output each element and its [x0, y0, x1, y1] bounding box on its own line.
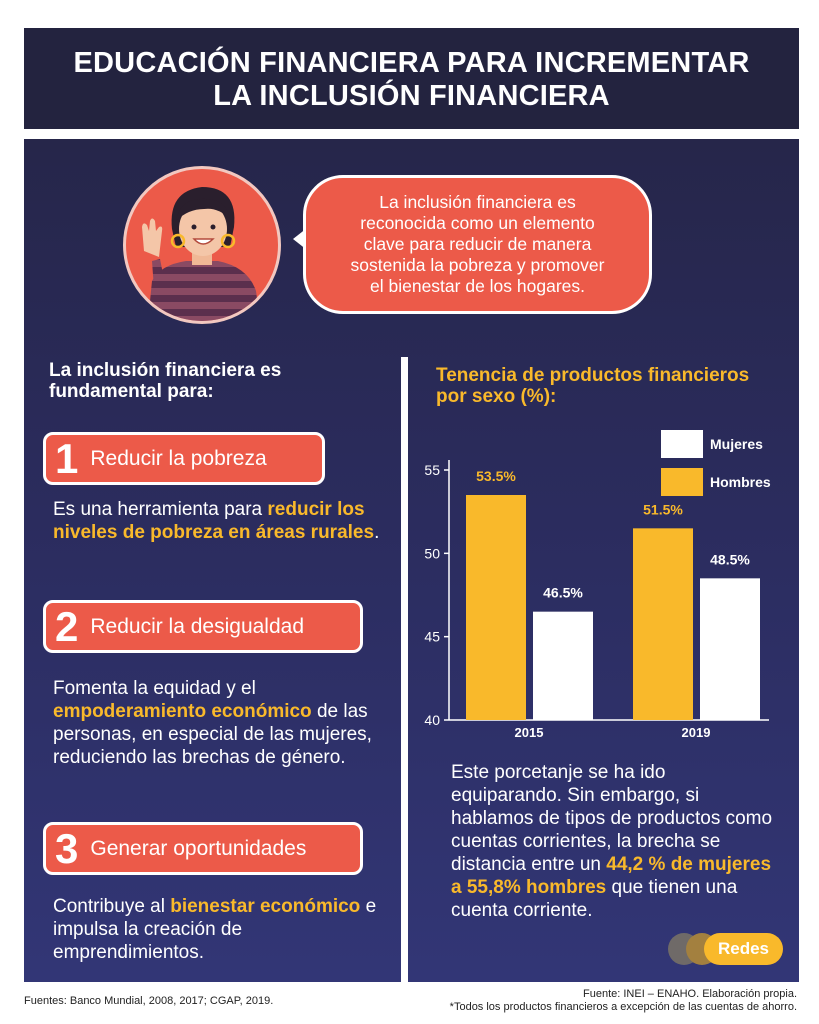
x-tick-label: 2019: [682, 725, 711, 740]
page-title-line-1: EDUCACIÓN FINANCIERA PARA INCREMENTAR: [73, 47, 750, 79]
chart-title-line-2: por sexo (%):: [436, 386, 557, 407]
intro-heading: La inclusión financiera es fundamental p…: [49, 360, 379, 402]
data-label: 48.5%: [710, 551, 750, 567]
data-label: 53.5%: [476, 468, 516, 484]
bubble-line: clave para reducir de manera: [363, 234, 592, 254]
legend-swatch-mujeres: [661, 430, 703, 458]
bubble-line: reconocida como un elemento: [360, 213, 595, 233]
point-2-number: 2: [55, 602, 79, 650]
bubble-line: el bienestar de los hogares.: [370, 276, 585, 296]
bar-chart: 40 45 50 55 53.5% 46.5% 2015 51.5% 48.5% 2019 Muje…: [424, 430, 771, 740]
y-tick-label: 55: [424, 462, 440, 478]
bar-hombres-2015: [466, 495, 526, 720]
bubble-line: sostenida la pobreza y promover: [350, 255, 605, 275]
point-2-text-end: de las personas, en especial de las muje…: [53, 701, 372, 768]
data-label: 51.5%: [643, 501, 683, 517]
intro-line-2: fundamental para:: [49, 381, 214, 402]
data-label: 46.5%: [543, 585, 583, 601]
chart-note-highlight: 44,2 % de mujeres a 55,8% hombres: [451, 854, 772, 898]
y-tick-label: 40: [424, 712, 440, 728]
intro-line-1: La inclusión financiera es: [49, 360, 282, 381]
y-tick-label: 50: [424, 545, 440, 561]
bar-hombres-2019: [633, 528, 693, 720]
point-1-description: Es una herramienta para reducir los nive…: [53, 498, 383, 544]
y-tick-label: 45: [424, 629, 440, 645]
point-3-highlight: bienestar económico: [170, 896, 361, 917]
sources-right: Fuente: INEI – ENAHO. Elaboración propia…: [450, 988, 797, 1014]
point-1-pill: 1 Reducir la pobreza: [43, 432, 325, 485]
source-line: Fuente: INEI – ENAHO. Elaboración propia…: [583, 988, 797, 1000]
chart-note-text-end: que tienen una cuenta corriente.: [451, 877, 738, 921]
legend-label-hombres: Hombres: [710, 474, 771, 490]
point-1-number: 1: [55, 434, 79, 482]
chart-note: Este porcetanje se ha ido equiparando. S…: [451, 761, 781, 922]
point-3-number: 3: [55, 824, 79, 872]
bar-mujeres-2015: [533, 611, 593, 720]
bubble-line: La inclusión financiera es: [379, 192, 576, 212]
sources-left: Fuentes: Banco Mundial, 2008, 2017; CGAP…: [24, 995, 274, 1007]
legend-swatch-hombres: [661, 468, 703, 496]
x-tick-label: 2015: [515, 725, 544, 740]
header: EDUCACIÓN FINANCIERA PARA INCREMENTAR LA…: [24, 28, 799, 129]
speech-bubble: La inclusión financiera es reconocida co…: [303, 175, 652, 314]
chart-title-line-1: Tenencia de productos financieros: [436, 365, 750, 386]
point-1-text: Es una herramienta para: [53, 499, 268, 520]
source-line: *Todos los productos financieros a excep…: [449, 1001, 797, 1013]
point-3-description: Contribuye al bienestar económico e impu…: [53, 895, 383, 964]
point-1-label: Reducir la pobreza: [90, 447, 267, 470]
point-2-text: Fomenta la equidad y el: [53, 678, 256, 699]
woman-waving-icon: [123, 166, 281, 324]
chart-title: Tenencia de productos financieros por se…: [436, 365, 786, 407]
bar-mujeres-2019: [700, 578, 760, 720]
point-1-text-end: .: [374, 522, 380, 543]
point-2-description: Fomenta la equidad y el empoderamiento e…: [53, 677, 383, 769]
point-1-highlight: reducir los niveles de pobreza en áreas …: [53, 499, 375, 543]
page-title-line-2: LA INCLUSIÓN FINANCIERA: [213, 80, 610, 112]
point-2-label: Reducir la desigualdad: [90, 615, 304, 638]
redes-logo: Redes: [668, 933, 783, 965]
point-3-text-end: e impulsa la creación de emprendimientos…: [53, 896, 377, 963]
column-divider: [401, 357, 408, 982]
chart-note-text: Este porcetanje se ha ido equiparando. S…: [451, 762, 773, 875]
point-3-pill: 3 Generar oportunidades: [43, 822, 363, 875]
point-3-text: Contribuye al: [53, 896, 171, 917]
point-3-label: Generar oportunidades: [90, 837, 307, 860]
logo-text: Redes: [704, 933, 783, 965]
legend-label-mujeres: Mujeres: [710, 436, 763, 452]
point-2-pill: 2 Reducir la desigualdad: [43, 600, 363, 653]
point-2-highlight: empoderamiento económico: [53, 701, 312, 722]
